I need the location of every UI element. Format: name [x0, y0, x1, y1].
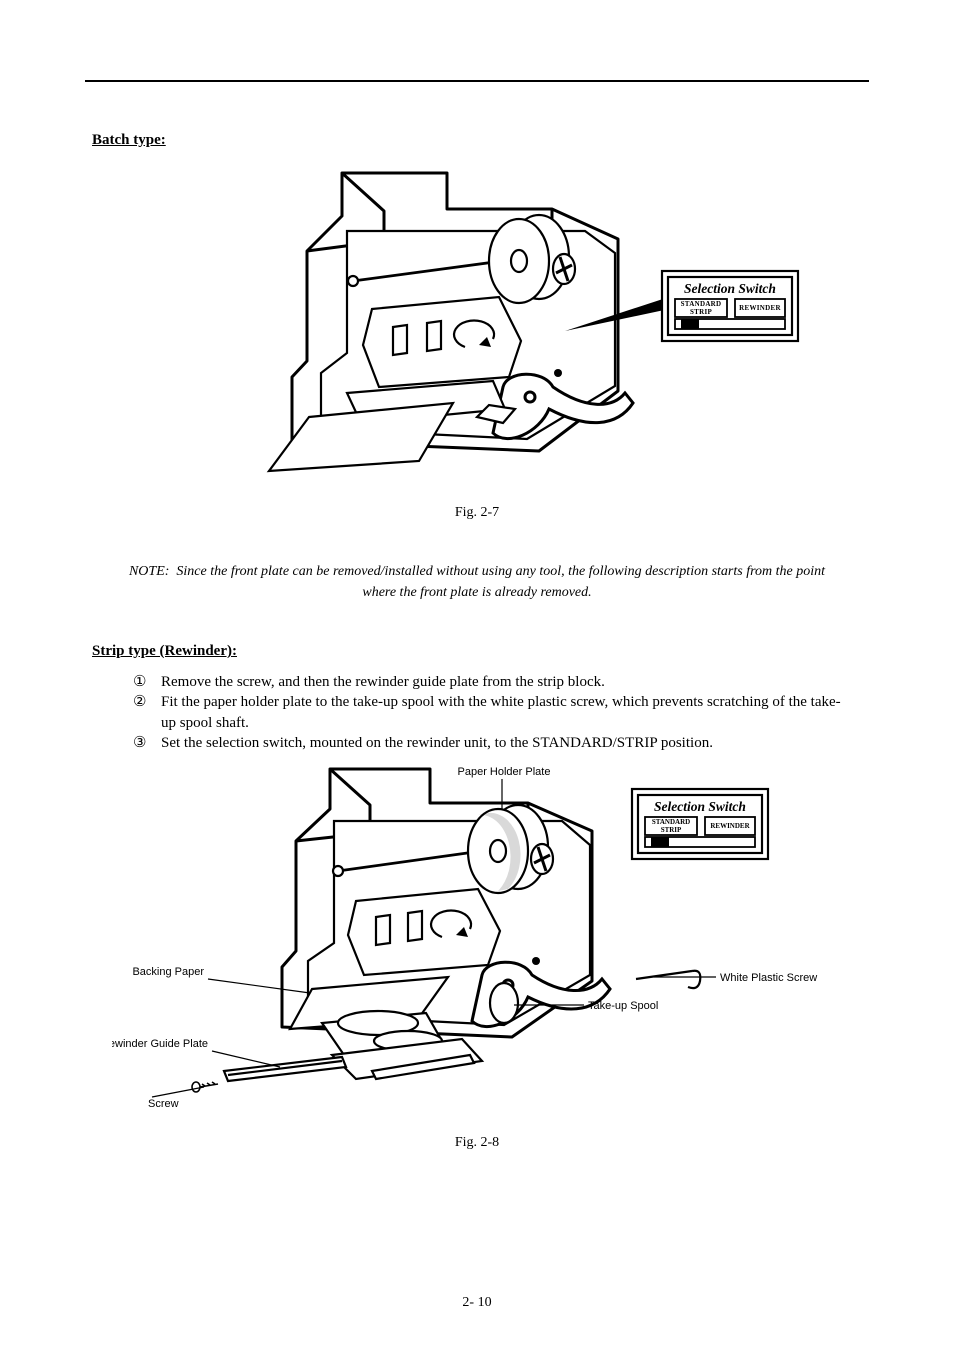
circled-two-icon: ② — [133, 692, 161, 712]
label-screw: Screw — [148, 1098, 179, 1110]
sel-strip-label-2: STRIP — [661, 826, 682, 834]
selection-switch-panel-2: Selection Switch STANDARD STRIP REWINDER — [632, 789, 768, 859]
step-1: ① Remove the screw, and then the rewinde… — [133, 672, 841, 692]
step-2: ② Fit the paper holder plate to the take… — [133, 692, 841, 733]
sel-standard-label-2: STANDARD — [652, 818, 690, 826]
circled-one-icon: ① — [133, 672, 161, 692]
step-2-text: Fit the paper holder plate to the take-u… — [161, 692, 841, 733]
step-3: ③ Set the selection switch, mounted on t… — [133, 733, 841, 753]
batch-heading: Batch type: — [92, 132, 869, 149]
sel-rewinder-label: REWINDER — [739, 304, 781, 312]
printer-diagram-1: Selection Switch STANDARD STRIP REWINDER — [147, 161, 807, 501]
page-number: 2- 10 — [0, 1295, 954, 1311]
label-rewinder-guide: Rewinder Guide Plate — [112, 1038, 208, 1050]
selection-switch-panel: Selection Switch STANDARD STRIP REWINDER — [662, 271, 798, 341]
label-backing-paper: Backing Paper — [132, 966, 204, 978]
sel-strip-label: STRIP — [690, 308, 713, 316]
sel-switch-title-2: Selection Switch — [654, 799, 746, 814]
sel-switch-title: Selection Switch — [684, 281, 776, 296]
circled-three-icon: ③ — [133, 733, 161, 753]
fig-2-7-caption: Fig. 2-7 — [455, 505, 499, 521]
strip-heading: Strip type (Rewinder): — [92, 643, 869, 660]
note: NOTE: Since the front plate can be remov… — [85, 561, 869, 603]
step-1-text: Remove the screw, and then the rewinder … — [161, 672, 841, 692]
label-white-plastic-screw: White Plastic Screw — [720, 972, 817, 984]
top-rule — [85, 80, 869, 82]
sel-rewinder-label-2: REWINDER — [710, 822, 750, 830]
figure-2-7: Selection Switch STANDARD STRIP REWINDER… — [85, 161, 869, 521]
sel-standard-label: STANDARD — [681, 300, 722, 308]
step-3-text: Set the selection switch, mounted on the… — [161, 733, 841, 753]
fig-2-8-caption: Fig. 2-8 — [455, 1135, 499, 1151]
label-take-up: Take-up Spool — [588, 1000, 658, 1012]
printer-diagram-2: Paper Holder Plate Take-up Spool Backing… — [112, 761, 842, 1131]
figure-2-8: Paper Holder Plate Take-up Spool Backing… — [85, 761, 869, 1151]
label-paper-holder: Paper Holder Plate — [458, 766, 551, 778]
